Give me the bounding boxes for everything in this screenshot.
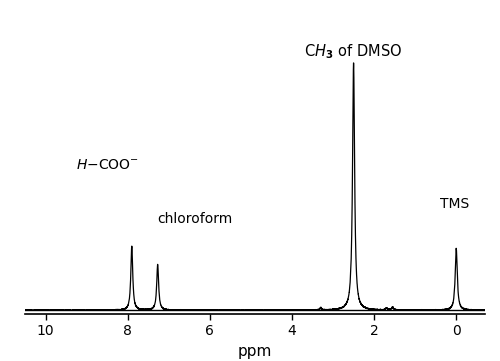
Text: $\boldsymbol{\mathit{H}}$$-$COO$^{-}$: $\boldsymbol{\mathit{H}}$$-$COO$^{-}$ [76,158,139,172]
Text: TMS: TMS [440,197,469,212]
Text: chloroform: chloroform [158,212,233,226]
Text: C$\boldsymbol{\mathit{H}}_{\boldsymbol{3}}$ of DMSO: C$\boldsymbol{\mathit{H}}_{\boldsymbol{3… [304,42,402,61]
X-axis label: ppm: ppm [238,344,272,359]
